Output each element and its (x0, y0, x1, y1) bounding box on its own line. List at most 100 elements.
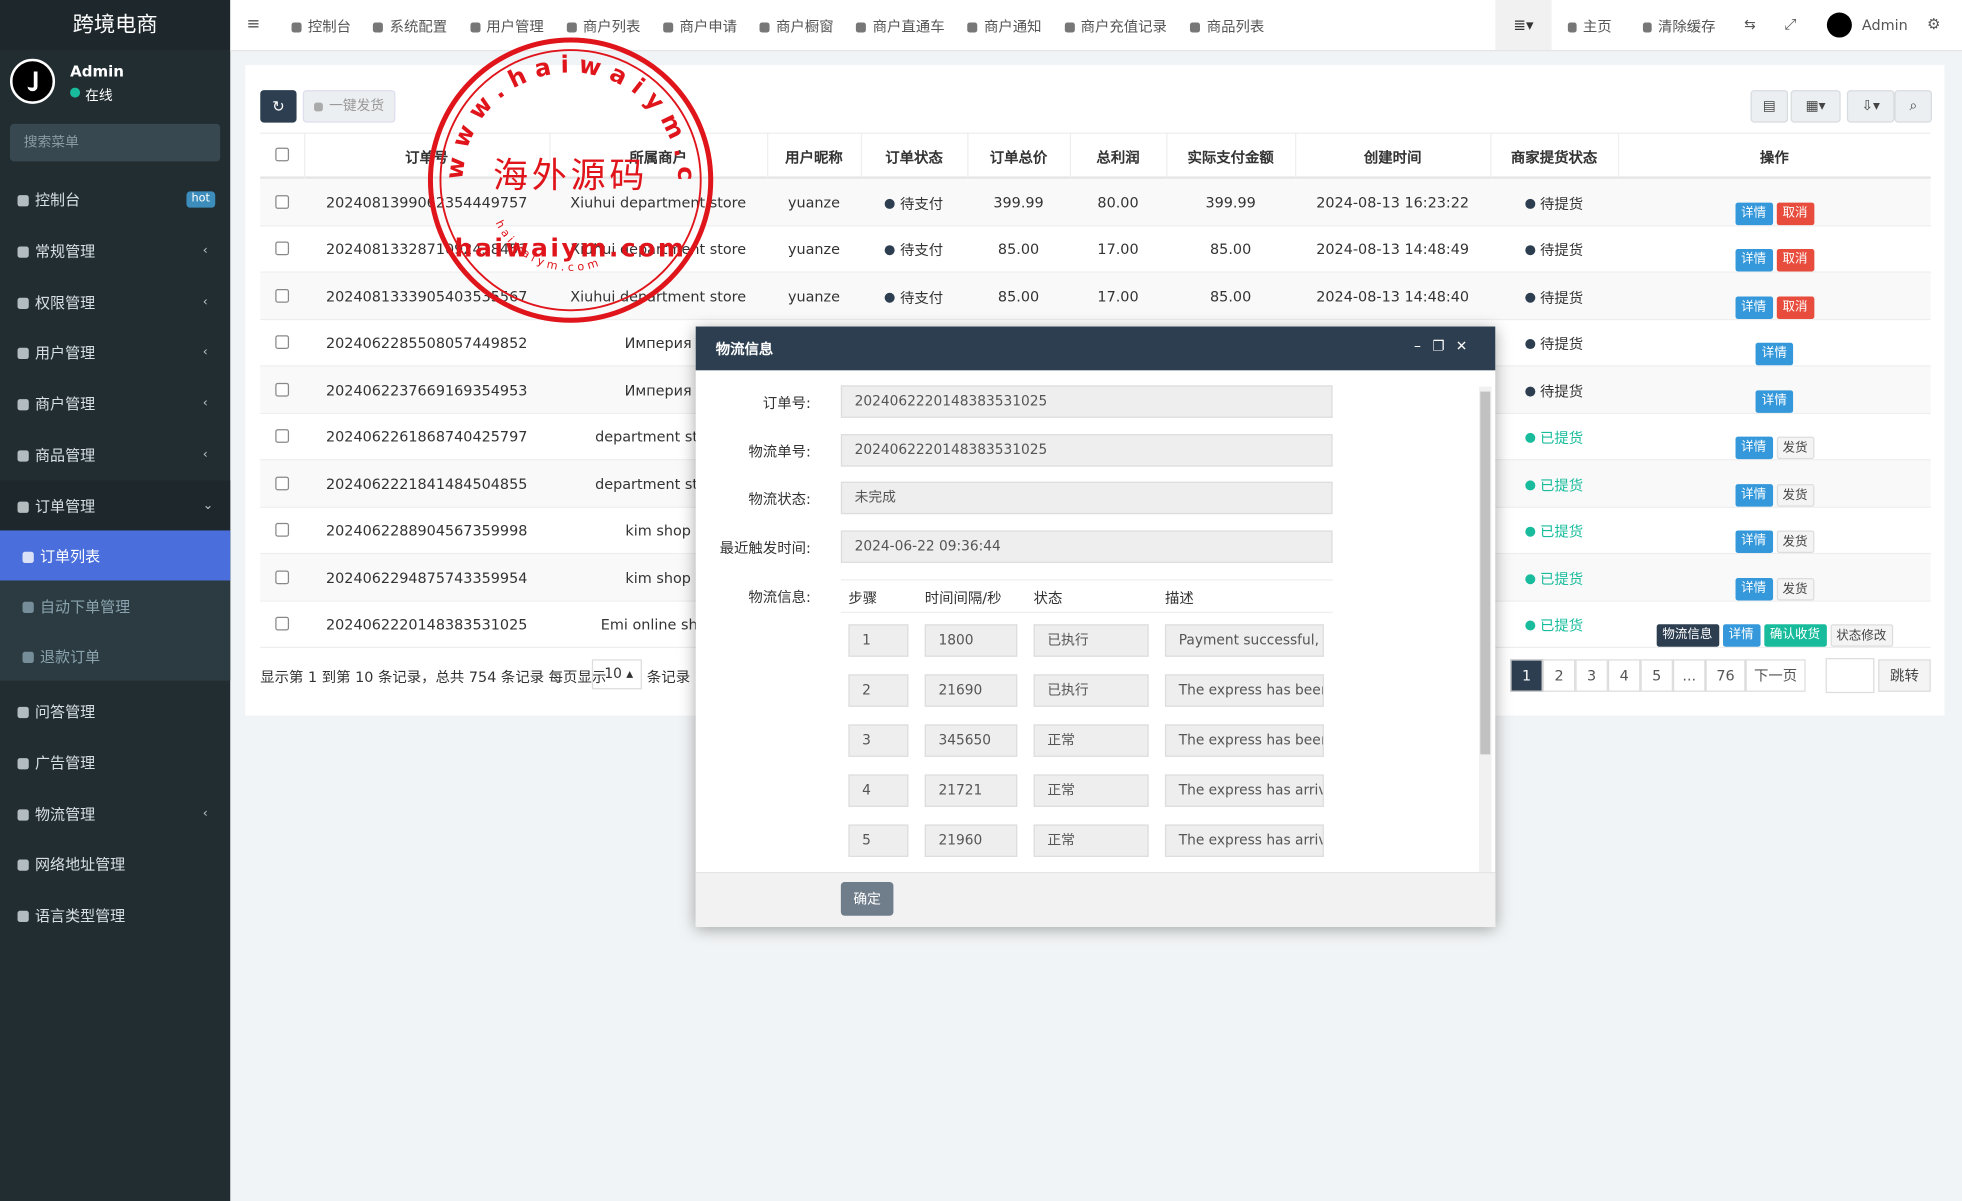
page-link[interactable]: 76 (1705, 659, 1746, 692)
nav-tab[interactable]: 商户列表 (566, 16, 640, 36)
action-button[interactable]: 取消 (1776, 249, 1814, 272)
row-checkbox[interactable] (275, 476, 290, 491)
menu-item[interactable]: 商户管理 (17, 393, 96, 414)
page-link[interactable]: ... (1672, 659, 1706, 692)
status-label: 待提货 (1490, 287, 1618, 307)
action-button[interactable]: 详情 (1734, 296, 1773, 319)
page-link[interactable]: 4 (1607, 659, 1641, 692)
step-input: The express has arrive (1164, 774, 1324, 807)
menu-item[interactable]: 网络地址管理 (17, 854, 125, 875)
modal-controls[interactable]: –❐✕ (1413, 337, 1479, 355)
nav-tab[interactable]: 商户直通车 (856, 16, 945, 36)
row-checkbox[interactable] (275, 617, 290, 631)
action-button[interactable]: 详情 (1755, 390, 1794, 413)
action-button[interactable]: 发货 (1776, 436, 1814, 460)
action-button[interactable]: 详情 (1734, 436, 1773, 460)
action-button[interactable]: 详情 (1734, 249, 1773, 272)
action-button[interactable]: 详情 (1734, 483, 1773, 507)
row-checkbox[interactable] (275, 241, 290, 256)
refresh-button[interactable]: ↻ (260, 90, 297, 123)
action-button[interactable]: 物流信息 (1656, 624, 1719, 648)
menu-search[interactable]: 搜索菜单 (10, 123, 221, 162)
menu-item[interactable]: 常规管理 (17, 240, 95, 261)
action-button[interactable]: 详情 (1722, 624, 1760, 648)
page-summary: 显示第 1 到第 10 条记录，总共 754 条记录 每页显示 (260, 668, 607, 686)
action-button[interactable]: 确认收货 (1763, 624, 1827, 648)
page-link[interactable]: 1 (1510, 659, 1543, 692)
chevron: ‹ (202, 345, 208, 360)
page-size[interactable]: 10 ▴ (591, 659, 642, 690)
step-input: 5 (848, 824, 909, 857)
action-button[interactable]: 发货 (1776, 577, 1814, 601)
nav-tab[interactable]: 控制台 (291, 16, 351, 36)
cell: Xiuhui department store (570, 287, 747, 305)
nav-avatar[interactable] (1826, 12, 1852, 38)
field-label: 物流单号: (748, 442, 811, 460)
action-button[interactable]: 详情 (1734, 577, 1773, 601)
action-button[interactable]: 发货 (1776, 483, 1814, 507)
nav-tab[interactable]: 商户橱窗 (759, 16, 834, 36)
menu-item[interactable]: 广告管理 (17, 752, 95, 773)
nav-label: 商户申请 (679, 17, 738, 36)
action-button[interactable]: 取消 (1776, 296, 1814, 319)
nav-right[interactable]: 主页 (1567, 16, 1612, 36)
select-all[interactable] (275, 147, 290, 162)
cell: Xiuhui department store (570, 240, 747, 259)
menu-item[interactable]: 问答管理 (17, 701, 95, 722)
nav-tab[interactable]: 商户充值记录 (1064, 16, 1167, 36)
nav-right[interactable]: Admin (1862, 16, 1908, 34)
menu-item[interactable]: 物流管理 (17, 803, 95, 824)
submenu-item[interactable]: 自动下单管理 (22, 595, 130, 616)
nav-dropdown[interactable]: ≣▾ (1495, 0, 1552, 51)
page-link[interactable]: 2 (1542, 659, 1576, 692)
row-checkbox[interactable] (275, 335, 290, 350)
menu-item[interactable]: 语言类型管理 (17, 905, 125, 926)
nav-tab[interactable]: 商品列表 (1190, 16, 1264, 36)
action-button[interactable]: 详情 (1734, 202, 1773, 225)
nav-tab[interactable]: 商户申请 (663, 16, 737, 36)
menu-item[interactable]: 控制台 (17, 189, 80, 210)
toolbar-icon[interactable]: ⌕ (1894, 90, 1932, 123)
nav-right[interactable]: 清除缓存 (1642, 16, 1716, 36)
action-button[interactable]: 详情 (1734, 530, 1773, 554)
action-button[interactable]: 详情 (1755, 343, 1794, 366)
submenu-item[interactable]: 订单列表 (22, 545, 100, 566)
row-checkbox[interactable] (275, 194, 290, 209)
page-link[interactable]: 5 (1640, 659, 1673, 692)
nav-tab[interactable]: 商户通知 (967, 16, 1042, 36)
bulk-ship-button[interactable]: 一键发货 (302, 90, 396, 123)
menu-toggle[interactable]: ≡ (246, 15, 261, 34)
submenu-item[interactable]: 退款订单 (22, 646, 100, 667)
action-button[interactable]: 发货 (1776, 530, 1814, 554)
status-text: 已提货 (1540, 617, 1584, 635)
icon-translate[interactable]: ⇆ (1744, 16, 1756, 33)
menu-item[interactable]: 商品管理 (17, 444, 95, 465)
page-next[interactable]: 下一页 (1745, 659, 1806, 692)
action-button[interactable]: 状态修改 (1829, 624, 1893, 648)
nav-tab[interactable]: 用户管理 (469, 16, 544, 36)
menu-label: 商户管理 (35, 395, 96, 414)
row-checkbox[interactable] (275, 523, 290, 538)
row-checkbox[interactable] (275, 288, 290, 303)
icon-settings[interactable]: ⚙ (1926, 15, 1941, 33)
row-checkbox[interactable] (275, 570, 290, 584)
menu-item[interactable]: 权限管理 (17, 291, 95, 312)
row-checkbox[interactable] (275, 382, 290, 397)
row-checkbox[interactable] (275, 429, 290, 444)
confirm-button[interactable]: 确定 (840, 881, 894, 916)
action-button[interactable]: 取消 (1776, 202, 1814, 225)
cell: yuanze (787, 193, 840, 212)
page-link[interactable]: 3 (1575, 659, 1608, 692)
toolbar-icon[interactable]: ▤ (1750, 90, 1789, 123)
step-header: 时间间隔/秒 (924, 589, 1002, 607)
icon-fullscreen[interactable]: ⤢ (1784, 15, 1797, 33)
toolbar-icon[interactable]: ⇩▾ (1846, 90, 1895, 123)
menu-item[interactable]: 用户管理 (17, 342, 96, 363)
toolbar-icon[interactable]: ▦▾ (1790, 90, 1841, 123)
menu-item[interactable]: 订单管理 (17, 495, 95, 516)
brand: 跨境电商 (0, 0, 231, 51)
page-jump-button[interactable]: 跳转 (1878, 659, 1931, 692)
nav-tab[interactable]: 系统配置 (373, 16, 447, 36)
menu-label: 用户管理 (35, 344, 96, 363)
page-jump-input[interactable] (1825, 658, 1875, 694)
